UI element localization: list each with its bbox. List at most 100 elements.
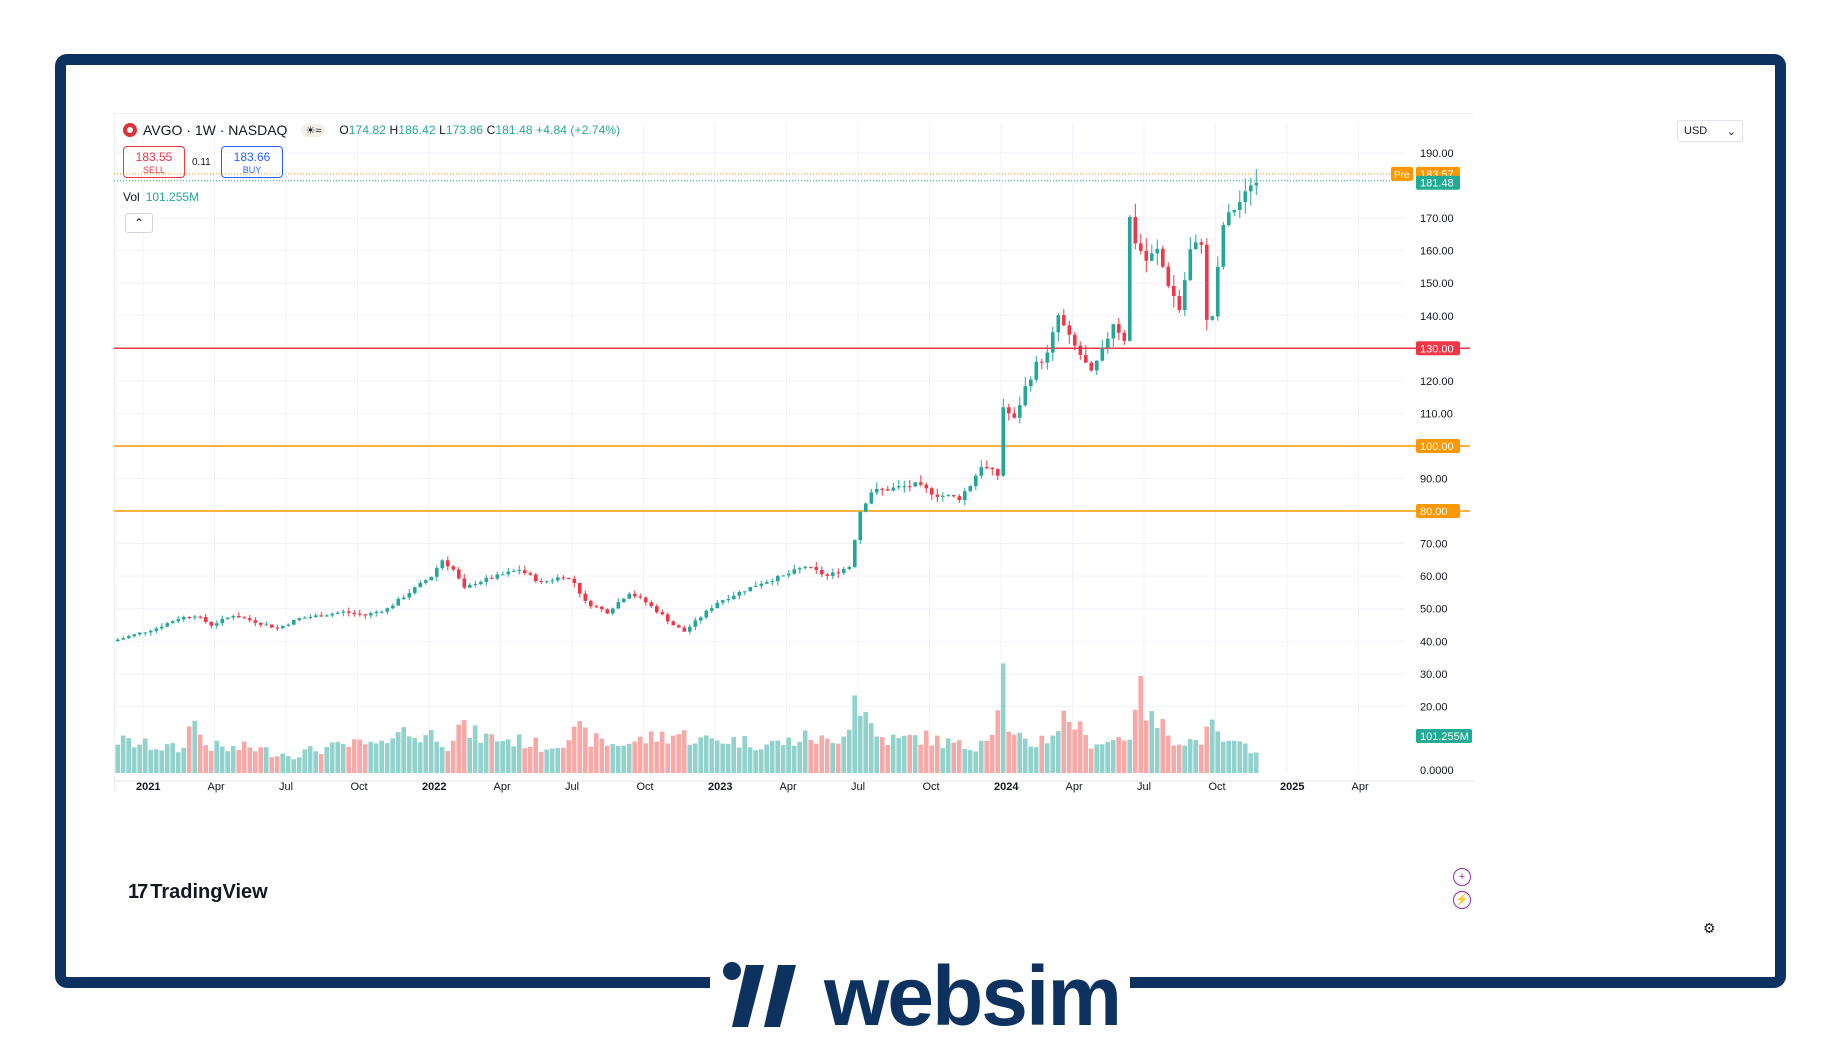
candle-body [957, 496, 962, 501]
volume-bar [698, 737, 703, 773]
candle-body [693, 620, 698, 627]
volume-bar [879, 737, 885, 773]
x-tick-label: Jul [1137, 781, 1151, 793]
candle-body [396, 599, 401, 606]
volume-bar [439, 747, 445, 773]
volume-bar [687, 744, 692, 773]
candle-body [182, 617, 186, 620]
candle-body [231, 616, 236, 618]
candle-body [688, 626, 692, 632]
y-tick-label: 170.00 [1420, 213, 1454, 225]
candle-body [600, 606, 604, 610]
candle-body [1128, 217, 1132, 341]
currency-select[interactable]: USD ⌄ [1677, 120, 1743, 142]
volume-bar [681, 730, 687, 773]
volume-bar [544, 749, 549, 773]
y-tick-label: 110.00 [1420, 408, 1453, 420]
x-tick-label: 2022 [422, 781, 446, 793]
volume-bar [1248, 753, 1253, 773]
volume-bar [648, 731, 654, 773]
candle-body [660, 612, 665, 615]
chart-canvas[interactable]: 190.00 170.00 160.00 150.00 140.00 130.00 120.… [114, 113, 1734, 936]
tradingview-mark-icon: 17 [128, 881, 148, 903]
volume-bar [758, 749, 764, 773]
volume-bar [797, 741, 802, 773]
volume-bar [769, 740, 775, 773]
volume-bar [885, 745, 890, 773]
candle-body [990, 467, 995, 470]
volume-bar [615, 745, 621, 773]
x-tick-label: Jul [565, 781, 579, 793]
candle-body [743, 591, 747, 593]
volume-bar [1138, 675, 1143, 773]
volume-bar [511, 746, 516, 773]
volume-bar [1220, 741, 1226, 773]
candle-body [1051, 332, 1055, 353]
symbol-title[interactable]: AVGO · 1W · NASDAQ [143, 122, 288, 138]
candle-body [1122, 332, 1127, 341]
candle-body [314, 615, 318, 617]
candle-body [913, 482, 918, 487]
candle-body [1139, 243, 1143, 251]
candle-body [1012, 413, 1017, 418]
candle-body [787, 573, 791, 576]
candle-body [952, 495, 956, 497]
volume-bar [764, 744, 769, 773]
candle-body [567, 578, 571, 580]
candle-body [270, 624, 274, 628]
volume-bar [1000, 663, 1006, 773]
candle-body [963, 491, 967, 501]
candle-body [138, 632, 142, 635]
candle-body [1089, 362, 1094, 371]
volume-bar [456, 724, 461, 773]
volume-legend-label: Vol [123, 190, 140, 204]
tradingview-logo[interactable]: 17 TradingView [126, 881, 270, 904]
x-tick-label: 2024 [994, 781, 1019, 793]
buy-button[interactable]: 183.66 BUY [221, 146, 283, 178]
volume-bar [285, 756, 291, 773]
candle-body [358, 613, 362, 615]
sell-button[interactable]: 183.55 SELL [123, 146, 185, 178]
volume-bar [841, 736, 846, 773]
candle-body [732, 595, 736, 600]
candle-body [1133, 217, 1138, 244]
volume-bar [852, 695, 857, 773]
candle-body [462, 578, 467, 588]
candle-body [413, 587, 417, 594]
candle-body [160, 626, 164, 629]
gear-icon[interactable]: ⚙ [1703, 920, 1716, 936]
volume-legend: Vol 101.255M [123, 190, 199, 204]
symbol-header: AVGO · 1W · NASDAQ ☀≈ O174.82 H186.42 L1… [123, 120, 620, 140]
plus-circle-icon[interactable]: + [1453, 868, 1471, 886]
volume-bar [159, 750, 164, 773]
volume-bar [302, 749, 307, 773]
volume-bar [703, 735, 709, 773]
collapse-legend-button[interactable]: ⌃ [125, 213, 153, 233]
session-icon[interactable]: ☀≈ [301, 123, 326, 137]
candle-body [220, 618, 225, 624]
candle-body [1144, 250, 1149, 261]
x-tick-label: Apr [494, 781, 511, 793]
volume-bar [786, 737, 791, 773]
lightning-icon[interactable]: ⚡ [1453, 891, 1471, 909]
candle-body [1172, 285, 1176, 297]
candle-body [341, 611, 346, 613]
volume-bar [1066, 721, 1072, 773]
volume-bar [219, 746, 225, 773]
candle-body [1045, 352, 1050, 363]
candle-body [682, 627, 687, 632]
volume-bar [1209, 719, 1215, 773]
x-tick-label: Apr [208, 781, 225, 793]
candle-body [550, 580, 555, 582]
candle-body [715, 602, 720, 609]
volume-bar [929, 745, 934, 773]
volume-bar [214, 740, 219, 773]
volume-bar [1231, 740, 1237, 773]
volume-bar [417, 742, 423, 773]
volume-bar [516, 734, 522, 773]
candle-body [671, 621, 676, 626]
volume-bar [208, 750, 214, 773]
candle-body [924, 484, 929, 489]
candle-body [176, 619, 181, 622]
candles [116, 169, 1259, 642]
